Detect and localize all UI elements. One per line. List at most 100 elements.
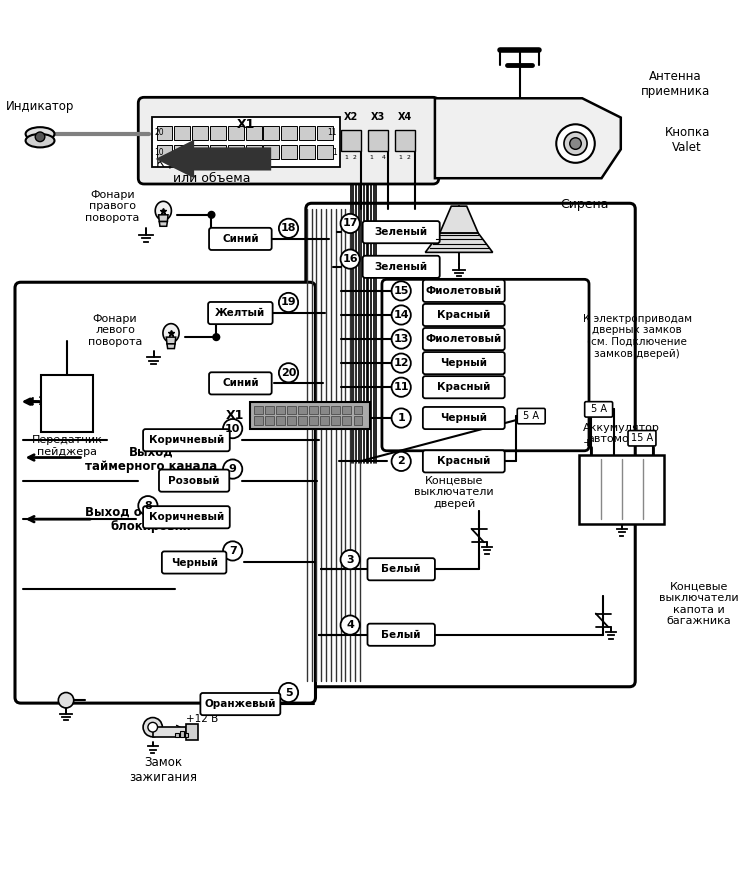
Text: 5 А: 5 А: [524, 411, 539, 421]
FancyBboxPatch shape: [423, 450, 505, 473]
FancyBboxPatch shape: [143, 506, 230, 529]
FancyBboxPatch shape: [363, 255, 440, 278]
Text: X3: X3: [371, 111, 386, 122]
Bar: [320, 406, 329, 414]
Text: 12: 12: [394, 358, 409, 368]
Text: Красный: Красный: [437, 382, 491, 392]
Bar: [368, 130, 388, 151]
FancyBboxPatch shape: [423, 376, 505, 399]
Circle shape: [223, 459, 242, 479]
Polygon shape: [602, 459, 619, 519]
FancyBboxPatch shape: [138, 97, 439, 184]
FancyBboxPatch shape: [423, 407, 505, 429]
Circle shape: [392, 377, 411, 397]
Bar: [254, 406, 262, 414]
Bar: [299, 145, 315, 159]
Text: Индикатор: Индикатор: [6, 100, 74, 113]
FancyBboxPatch shape: [162, 552, 226, 573]
Bar: [246, 126, 262, 140]
Text: Желтый: Желтый: [215, 308, 266, 318]
Text: +12 В: +12 В: [186, 715, 218, 724]
FancyBboxPatch shape: [518, 409, 545, 424]
Bar: [153, 727, 187, 737]
Text: К электроприводам
дверных замков
(см. Подключение
замков дверей): К электроприводам дверных замков (см. По…: [583, 314, 692, 359]
Bar: [309, 406, 318, 414]
Bar: [175, 145, 190, 159]
Bar: [152, 117, 340, 166]
Text: 13: 13: [394, 334, 409, 344]
Bar: [175, 733, 178, 737]
Bar: [250, 401, 370, 429]
Bar: [287, 406, 296, 414]
Polygon shape: [155, 140, 272, 178]
Text: Выход отключения
блокировки: Выход отключения блокировки: [85, 506, 217, 533]
Bar: [309, 417, 318, 425]
FancyBboxPatch shape: [209, 228, 272, 250]
Bar: [263, 145, 279, 159]
Text: Черный: Черный: [440, 413, 488, 423]
Text: X4: X4: [398, 111, 412, 122]
Bar: [353, 406, 362, 414]
Text: 10: 10: [154, 148, 164, 157]
Polygon shape: [425, 233, 493, 253]
Text: 11: 11: [394, 382, 409, 392]
Bar: [343, 417, 351, 425]
Text: 3: 3: [346, 554, 354, 564]
Bar: [40, 375, 94, 433]
Circle shape: [143, 717, 162, 737]
Bar: [180, 731, 184, 737]
Ellipse shape: [26, 127, 55, 141]
Text: Красный: Красный: [437, 457, 491, 466]
Text: Передатчик
пейджера: Передатчик пейджера: [32, 435, 103, 457]
FancyBboxPatch shape: [423, 352, 505, 374]
Circle shape: [279, 363, 298, 383]
Bar: [341, 130, 361, 151]
FancyBboxPatch shape: [423, 328, 505, 350]
Text: Замок
зажигания: Замок зажигания: [129, 756, 197, 784]
Bar: [298, 417, 307, 425]
Text: Концевые
выключатели
капота и
багажника: Концевые выключатели капота и багажника: [659, 581, 739, 627]
Polygon shape: [435, 98, 621, 178]
Bar: [246, 145, 262, 159]
Text: Сирена: Сирена: [560, 198, 608, 211]
Polygon shape: [155, 201, 172, 220]
Text: 10: 10: [225, 424, 240, 433]
Bar: [332, 417, 340, 425]
Text: 17: 17: [343, 218, 358, 229]
Text: Фонари
правого
поворота: Фонари правого поворота: [85, 190, 140, 222]
Ellipse shape: [26, 134, 55, 148]
Polygon shape: [166, 337, 176, 344]
Bar: [332, 406, 340, 414]
Text: Выход
таймерного канала: Выход таймерного канала: [85, 446, 217, 473]
Circle shape: [340, 616, 360, 635]
Text: Фиолетовый: Фиолетовый: [426, 334, 502, 344]
Circle shape: [392, 305, 411, 325]
Text: 20: 20: [280, 368, 296, 377]
Text: Черный: Черный: [171, 557, 217, 568]
Text: +12 В: +12 В: [28, 395, 68, 409]
Polygon shape: [167, 344, 175, 349]
Circle shape: [570, 138, 581, 150]
Polygon shape: [645, 459, 662, 519]
Text: X1: X1: [226, 409, 245, 422]
FancyBboxPatch shape: [306, 203, 635, 687]
Text: Оранжевый: Оранжевый: [205, 699, 276, 709]
Text: Красный: Красный: [437, 310, 491, 320]
FancyBboxPatch shape: [423, 303, 505, 326]
Polygon shape: [581, 459, 598, 519]
Text: 1  2: 1 2: [345, 155, 357, 159]
Text: +12 В: +12 В: [584, 469, 621, 479]
Text: 9: 9: [229, 464, 236, 474]
Text: Антенна
приемника: Антенна приемника: [641, 69, 710, 98]
Circle shape: [392, 452, 411, 471]
Circle shape: [392, 409, 411, 428]
Text: 8: 8: [144, 501, 152, 511]
Circle shape: [340, 249, 360, 269]
Bar: [579, 455, 664, 524]
Text: 20: 20: [154, 128, 164, 137]
Circle shape: [279, 293, 298, 312]
Circle shape: [392, 353, 411, 373]
Text: 16: 16: [342, 255, 358, 264]
Text: 1    4: 1 4: [370, 155, 386, 159]
Text: 18: 18: [280, 223, 296, 233]
